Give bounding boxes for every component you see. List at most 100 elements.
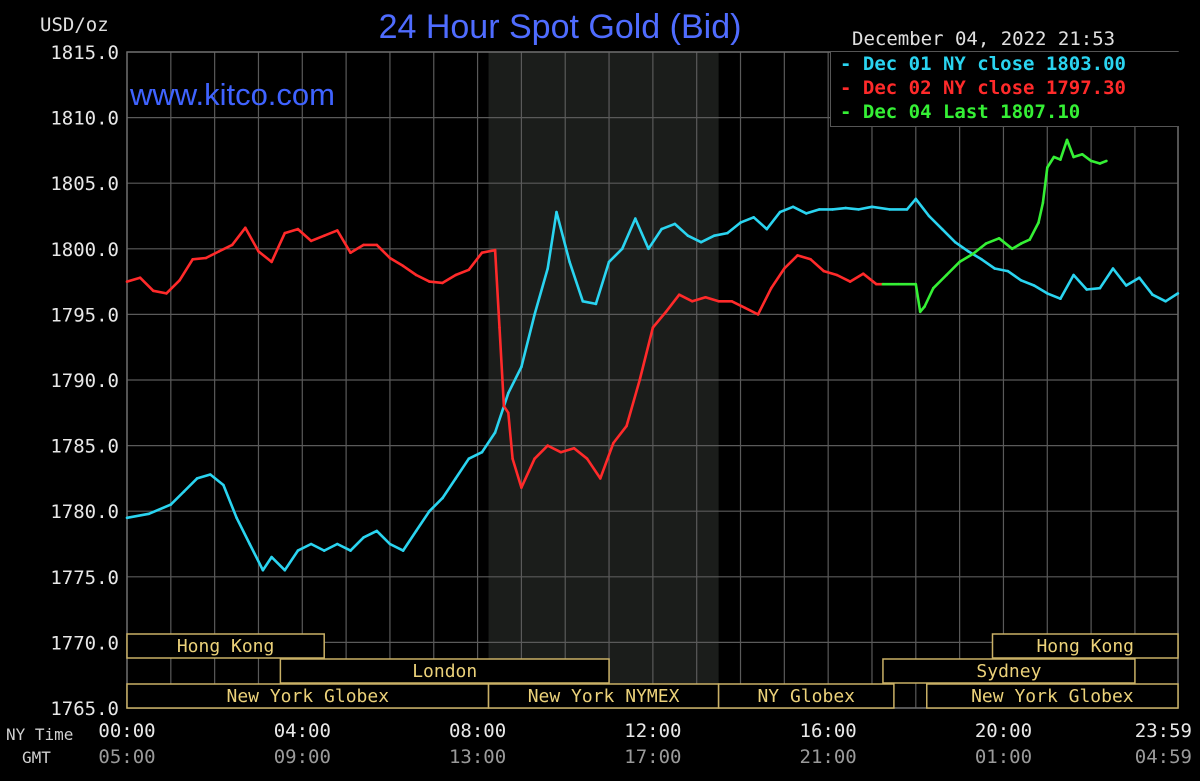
data-point — [349, 549, 352, 552]
data-point — [235, 516, 238, 520]
data-point — [778, 210, 782, 214]
data-point — [309, 542, 313, 546]
session-label: Hong Kong — [1036, 636, 1134, 657]
data-point — [1032, 284, 1036, 287]
data-point — [1138, 276, 1141, 280]
data-point — [1105, 159, 1108, 163]
data-point — [647, 247, 650, 251]
data-point — [441, 281, 444, 285]
data-point — [923, 305, 926, 308]
data-point — [822, 269, 826, 273]
x-tick-label-ny: 16:00 — [800, 720, 857, 742]
data-point — [769, 286, 773, 290]
x-tick-label-ny: 20:00 — [975, 720, 1032, 742]
data-point — [309, 239, 313, 243]
data-point — [1019, 279, 1023, 282]
data-point — [945, 273, 948, 277]
ny-time-label: NY Time — [6, 725, 74, 744]
data-point — [581, 300, 585, 303]
price-line-series-0 — [126, 197, 1179, 572]
data-point — [1124, 284, 1128, 287]
data-point — [940, 227, 944, 231]
data-point — [835, 273, 839, 277]
data-point — [805, 212, 808, 215]
data-point — [634, 217, 637, 220]
price-line-series-1 — [126, 226, 883, 489]
data-point — [620, 247, 624, 251]
data-point — [1151, 293, 1154, 297]
session-label: New York Globex — [226, 686, 389, 707]
session-label: New York NYMEX — [528, 686, 680, 707]
data-point — [283, 568, 287, 572]
session-bar — [717, 683, 895, 709]
data-point — [861, 272, 865, 276]
legend-item-dec04: - Dec 04 Last 1807.10 — [840, 101, 1080, 123]
y-tick-label: 1780.0 — [50, 501, 119, 523]
x-tick-label-ny: 00:00 — [98, 720, 155, 742]
data-point — [1072, 155, 1075, 159]
data-point — [607, 260, 611, 264]
data-point — [599, 477, 602, 480]
data-point — [1041, 201, 1045, 205]
y-tick-label: 1810.0 — [50, 108, 119, 130]
session-bar — [126, 683, 490, 709]
data-point — [244, 226, 247, 230]
data-point — [984, 242, 988, 245]
session-bar — [279, 658, 610, 684]
data-point — [257, 250, 260, 253]
session-bar — [882, 658, 1136, 684]
data-point — [997, 237, 1001, 240]
data-point — [704, 296, 707, 299]
data-point — [441, 496, 444, 500]
data-point — [1028, 238, 1031, 241]
data-point — [958, 260, 961, 264]
data-point — [467, 268, 471, 272]
data-point — [686, 234, 690, 237]
data-point — [870, 205, 874, 209]
data-point — [818, 208, 821, 211]
data-point — [336, 542, 339, 546]
session-bar — [926, 683, 1179, 709]
data-point — [927, 214, 931, 218]
data-point — [222, 483, 225, 487]
price-line-series-2 — [882, 138, 1107, 314]
data-point — [375, 243, 379, 247]
data-point — [546, 267, 549, 270]
data-point — [739, 221, 742, 224]
session-label: Hong Kong — [177, 636, 275, 657]
data-point — [217, 250, 221, 253]
data-point — [673, 222, 677, 226]
x-tick-label-gmt: 21:00 — [800, 746, 857, 768]
data-point — [1176, 292, 1180, 295]
data-point — [296, 227, 300, 231]
data-point — [349, 251, 352, 254]
data-point — [918, 310, 922, 314]
data-point — [1065, 138, 1069, 142]
data-point — [664, 310, 668, 314]
y-tick-label: 1785.0 — [50, 436, 119, 458]
watermark-link[interactable]: www.kitco.com — [130, 77, 335, 112]
data-point — [493, 248, 497, 252]
data-point — [467, 457, 471, 461]
x-tick-label-gmt: 13:00 — [449, 746, 506, 768]
data-point — [401, 264, 405, 268]
data-point — [752, 216, 755, 219]
data-point — [336, 229, 339, 232]
gmt-label: GMT — [22, 748, 51, 767]
data-point — [191, 258, 194, 261]
data-point — [809, 258, 812, 261]
data-point — [1010, 247, 1014, 251]
session-bar — [126, 633, 325, 659]
legend-item-dec02: - Dec 02 NY close 1797.30 — [840, 77, 1126, 99]
data-point — [520, 365, 523, 369]
data-point — [1059, 158, 1062, 161]
data-point — [967, 250, 970, 253]
legend-swatch: - — [840, 101, 863, 123]
session-label: Sydney — [976, 661, 1041, 682]
y-axis-unit: USD/oz — [40, 14, 109, 36]
data-point — [594, 302, 598, 306]
data-point — [533, 457, 536, 461]
data-point — [138, 276, 142, 280]
data-point — [270, 260, 273, 264]
y-tick-label: 1800.0 — [50, 239, 119, 261]
